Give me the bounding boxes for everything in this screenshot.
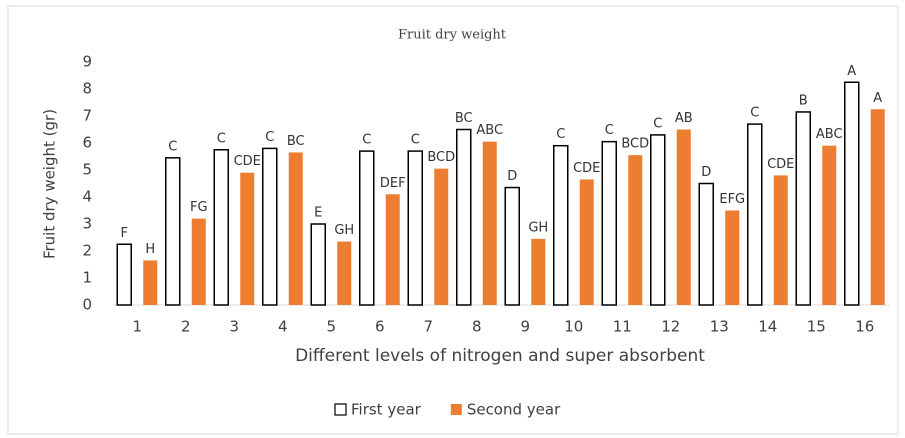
x-tick-label: 13 bbox=[710, 318, 729, 336]
y-tick-label: 3 bbox=[82, 215, 92, 233]
bar bbox=[310, 223, 326, 306]
bar-label: F bbox=[121, 226, 128, 241]
bar-label: A bbox=[847, 64, 856, 79]
x-tick-label: 15 bbox=[807, 318, 826, 336]
bar bbox=[456, 128, 472, 306]
bar bbox=[601, 140, 617, 306]
legend-swatch bbox=[334, 403, 347, 416]
bar-label: B bbox=[799, 93, 808, 108]
x-axis-label: Different levels of nitrogen and super a… bbox=[295, 346, 705, 366]
x-tick-label: 5 bbox=[326, 318, 336, 336]
x-tick-label: 11 bbox=[613, 318, 632, 336]
bar bbox=[628, 155, 643, 305]
bar bbox=[359, 150, 375, 306]
y-tick-label: 8 bbox=[82, 80, 92, 98]
x-tick-label: 6 bbox=[375, 318, 385, 336]
bar bbox=[482, 141, 497, 305]
bar bbox=[213, 149, 229, 306]
bar-label: C bbox=[750, 106, 759, 121]
x-tick-label: 2 bbox=[181, 318, 191, 336]
bar bbox=[650, 134, 666, 306]
bar bbox=[116, 243, 132, 306]
x-tick-label: 16 bbox=[855, 318, 874, 336]
bar bbox=[288, 152, 303, 305]
x-tick-label: 9 bbox=[520, 318, 530, 336]
bar-label: C bbox=[411, 133, 420, 148]
chart-title: Fruit dry weight bbox=[398, 28, 507, 43]
bar-label: E bbox=[314, 206, 322, 221]
bar bbox=[407, 150, 423, 306]
bar-label: C bbox=[265, 130, 274, 145]
y-tick-label: 4 bbox=[82, 188, 92, 206]
bar bbox=[822, 145, 837, 305]
bar bbox=[870, 109, 885, 305]
bar bbox=[191, 218, 206, 305]
bar bbox=[337, 241, 352, 305]
bar-label: BCD bbox=[427, 150, 455, 165]
bar-label: FG bbox=[190, 200, 208, 215]
y-axis-label: Fruit dry weight (gr) bbox=[41, 109, 59, 259]
bar-label: C bbox=[362, 133, 371, 148]
x-tick-label: 7 bbox=[423, 318, 433, 336]
x-tick-label: 8 bbox=[472, 318, 482, 336]
bar bbox=[385, 194, 400, 305]
bar bbox=[504, 186, 520, 306]
bar bbox=[676, 129, 691, 305]
bar bbox=[434, 168, 449, 305]
x-tick-label: 4 bbox=[278, 318, 288, 336]
y-tick-label: 5 bbox=[82, 161, 92, 179]
bar-label: ABC bbox=[476, 123, 503, 138]
x-tick-label: 12 bbox=[661, 318, 680, 336]
bar-label: CDE bbox=[234, 154, 261, 169]
legend-label: First year bbox=[351, 401, 422, 419]
bar bbox=[143, 260, 158, 305]
bar bbox=[262, 147, 278, 306]
legend-label: Second year bbox=[467, 401, 561, 419]
bar-label: GH bbox=[334, 223, 354, 238]
y-tick-label: 0 bbox=[82, 296, 92, 314]
bar-label: C bbox=[217, 131, 226, 146]
bar-label: GH bbox=[528, 220, 548, 235]
bar-label: CDE bbox=[573, 161, 600, 176]
bar bbox=[747, 123, 763, 306]
bar-label: EFG bbox=[719, 192, 745, 207]
y-tick-label: 9 bbox=[82, 53, 92, 71]
bar-label: ABC bbox=[816, 127, 843, 142]
bar-label: BC bbox=[287, 134, 305, 149]
bar-label: C bbox=[556, 127, 565, 142]
bar-label: AB bbox=[675, 111, 693, 126]
x-tick-label: 14 bbox=[758, 318, 777, 336]
bar bbox=[773, 175, 788, 305]
x-tick-label: 10 bbox=[564, 318, 583, 336]
bar bbox=[240, 172, 255, 305]
bar-label: CDE bbox=[767, 157, 794, 172]
y-tick-label: 2 bbox=[82, 242, 92, 260]
bar-label: H bbox=[145, 242, 155, 257]
bar-label: C bbox=[653, 116, 662, 131]
bar bbox=[165, 157, 181, 306]
y-tick-label: 7 bbox=[82, 107, 92, 125]
y-tick-label: 6 bbox=[82, 134, 92, 152]
bar bbox=[844, 81, 860, 306]
legend-swatch bbox=[450, 404, 462, 415]
bar-label: D bbox=[701, 165, 711, 180]
bar bbox=[725, 210, 740, 305]
bar bbox=[531, 238, 546, 305]
bar-label: D bbox=[507, 169, 517, 184]
bar bbox=[698, 182, 714, 306]
bar bbox=[795, 111, 811, 306]
bar-label: DEF bbox=[380, 176, 406, 191]
y-tick-label: 1 bbox=[82, 269, 92, 287]
chart-frame bbox=[7, 5, 899, 435]
bar bbox=[579, 179, 594, 305]
bar-label: C bbox=[168, 139, 177, 154]
x-tick-label: 3 bbox=[229, 318, 239, 336]
bar-label: BCD bbox=[621, 137, 649, 152]
bar-label: A bbox=[873, 91, 882, 106]
bar-label: C bbox=[605, 123, 614, 138]
x-tick-label: 1 bbox=[132, 318, 142, 336]
bar-label: BC bbox=[455, 111, 473, 126]
bar bbox=[553, 144, 569, 306]
